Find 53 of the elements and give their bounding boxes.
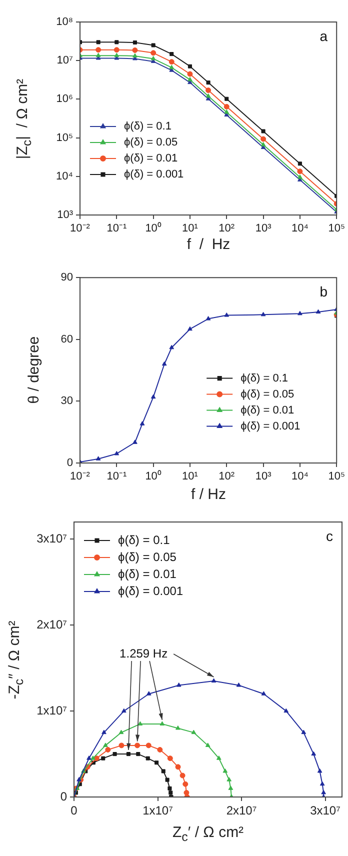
legend-label: ϕ(δ) = 0.05 xyxy=(124,136,178,149)
legend-label: ϕ(δ) = 0.1 xyxy=(124,120,172,133)
legend-label: ϕ(δ) = 0.1 xyxy=(118,532,170,547)
legend-label: ϕ(δ) = 0.01 xyxy=(118,566,177,581)
x-tick-label: 10¹ xyxy=(182,470,198,483)
x-tick-label: 10⁰ xyxy=(145,470,162,483)
y-axis-title: θ / degree xyxy=(26,336,42,404)
x-tick-label: 10⁵ xyxy=(328,470,345,483)
x-tick-label: 10³ xyxy=(255,222,272,235)
x-axis-title: f / Hz xyxy=(186,236,230,253)
legend-label: ϕ(δ) = 0.001 xyxy=(124,168,184,181)
y-tick-label: 0 xyxy=(66,457,73,470)
x-tick-label: 10⁻¹ xyxy=(106,222,127,235)
legend-label: ϕ(δ) = 0.001 xyxy=(240,420,300,432)
annotation: 1.259 Hz xyxy=(120,646,168,660)
y-tick-label: 10⁸ xyxy=(56,16,73,28)
x-tick-label: 10⁻¹ xyxy=(106,470,127,483)
x-tick-label: 10⁴ xyxy=(291,222,309,235)
y-tick-label: 10⁴ xyxy=(56,170,74,182)
y-tick-label: 60 xyxy=(60,333,73,346)
text: c xyxy=(326,528,333,544)
legend-label: ϕ(δ) = 0.05 xyxy=(118,550,177,564)
chart-title: a xyxy=(320,28,328,44)
x-tick-label: 10⁵ xyxy=(328,222,345,235)
x-axis-title: Z$_{c}$′ / Ω cm² xyxy=(172,824,244,844)
legend-label: ϕ(δ) = 0.1 xyxy=(240,372,288,384)
x-tick-label: 10⁰ xyxy=(145,222,162,235)
y-tick-label: 10⁶ xyxy=(56,93,73,106)
legend-label: ϕ(δ) = 0.05 xyxy=(240,388,294,400)
x-tick-label: 10¹ xyxy=(182,222,198,235)
x-tick-label: 3x10⁷ xyxy=(310,804,340,818)
legend-label: ϕ(δ) = 0.01 xyxy=(124,152,178,165)
x-tick-label: 10⁴ xyxy=(291,470,309,483)
x-tick-label: 10² xyxy=(218,470,235,483)
x-tick-label: 2x10⁷ xyxy=(226,804,257,818)
y-tick-label: 2x10⁷ xyxy=(36,617,67,632)
y-tick-label: 0 xyxy=(60,789,68,804)
y-tick-label: 10³ xyxy=(57,209,74,222)
x-tick-label: 10⁻² xyxy=(70,470,90,483)
y-tick-label: 1x10⁷ xyxy=(36,703,67,718)
x-tick-label: 1x10⁷ xyxy=(142,804,173,818)
x-tick-label: 10⁻² xyxy=(70,222,90,235)
x-tick-label: 10³ xyxy=(255,470,272,483)
legend-label: ϕ(δ) = 0.001 xyxy=(118,584,184,598)
x-tick-label: 10² xyxy=(218,222,235,235)
chart-title: b xyxy=(320,283,328,300)
y-tick-label: 30 xyxy=(60,395,73,408)
y-tick-label: 90 xyxy=(60,272,73,284)
y-tick-label: 10⁷ xyxy=(56,54,74,67)
legend-label: ϕ(δ) = 0.01 xyxy=(240,404,294,416)
y-tick-label: 10⁵ xyxy=(56,132,73,144)
x-axis-title: f / Hz xyxy=(190,486,226,503)
y-tick-label: 3x10⁷ xyxy=(36,532,67,546)
